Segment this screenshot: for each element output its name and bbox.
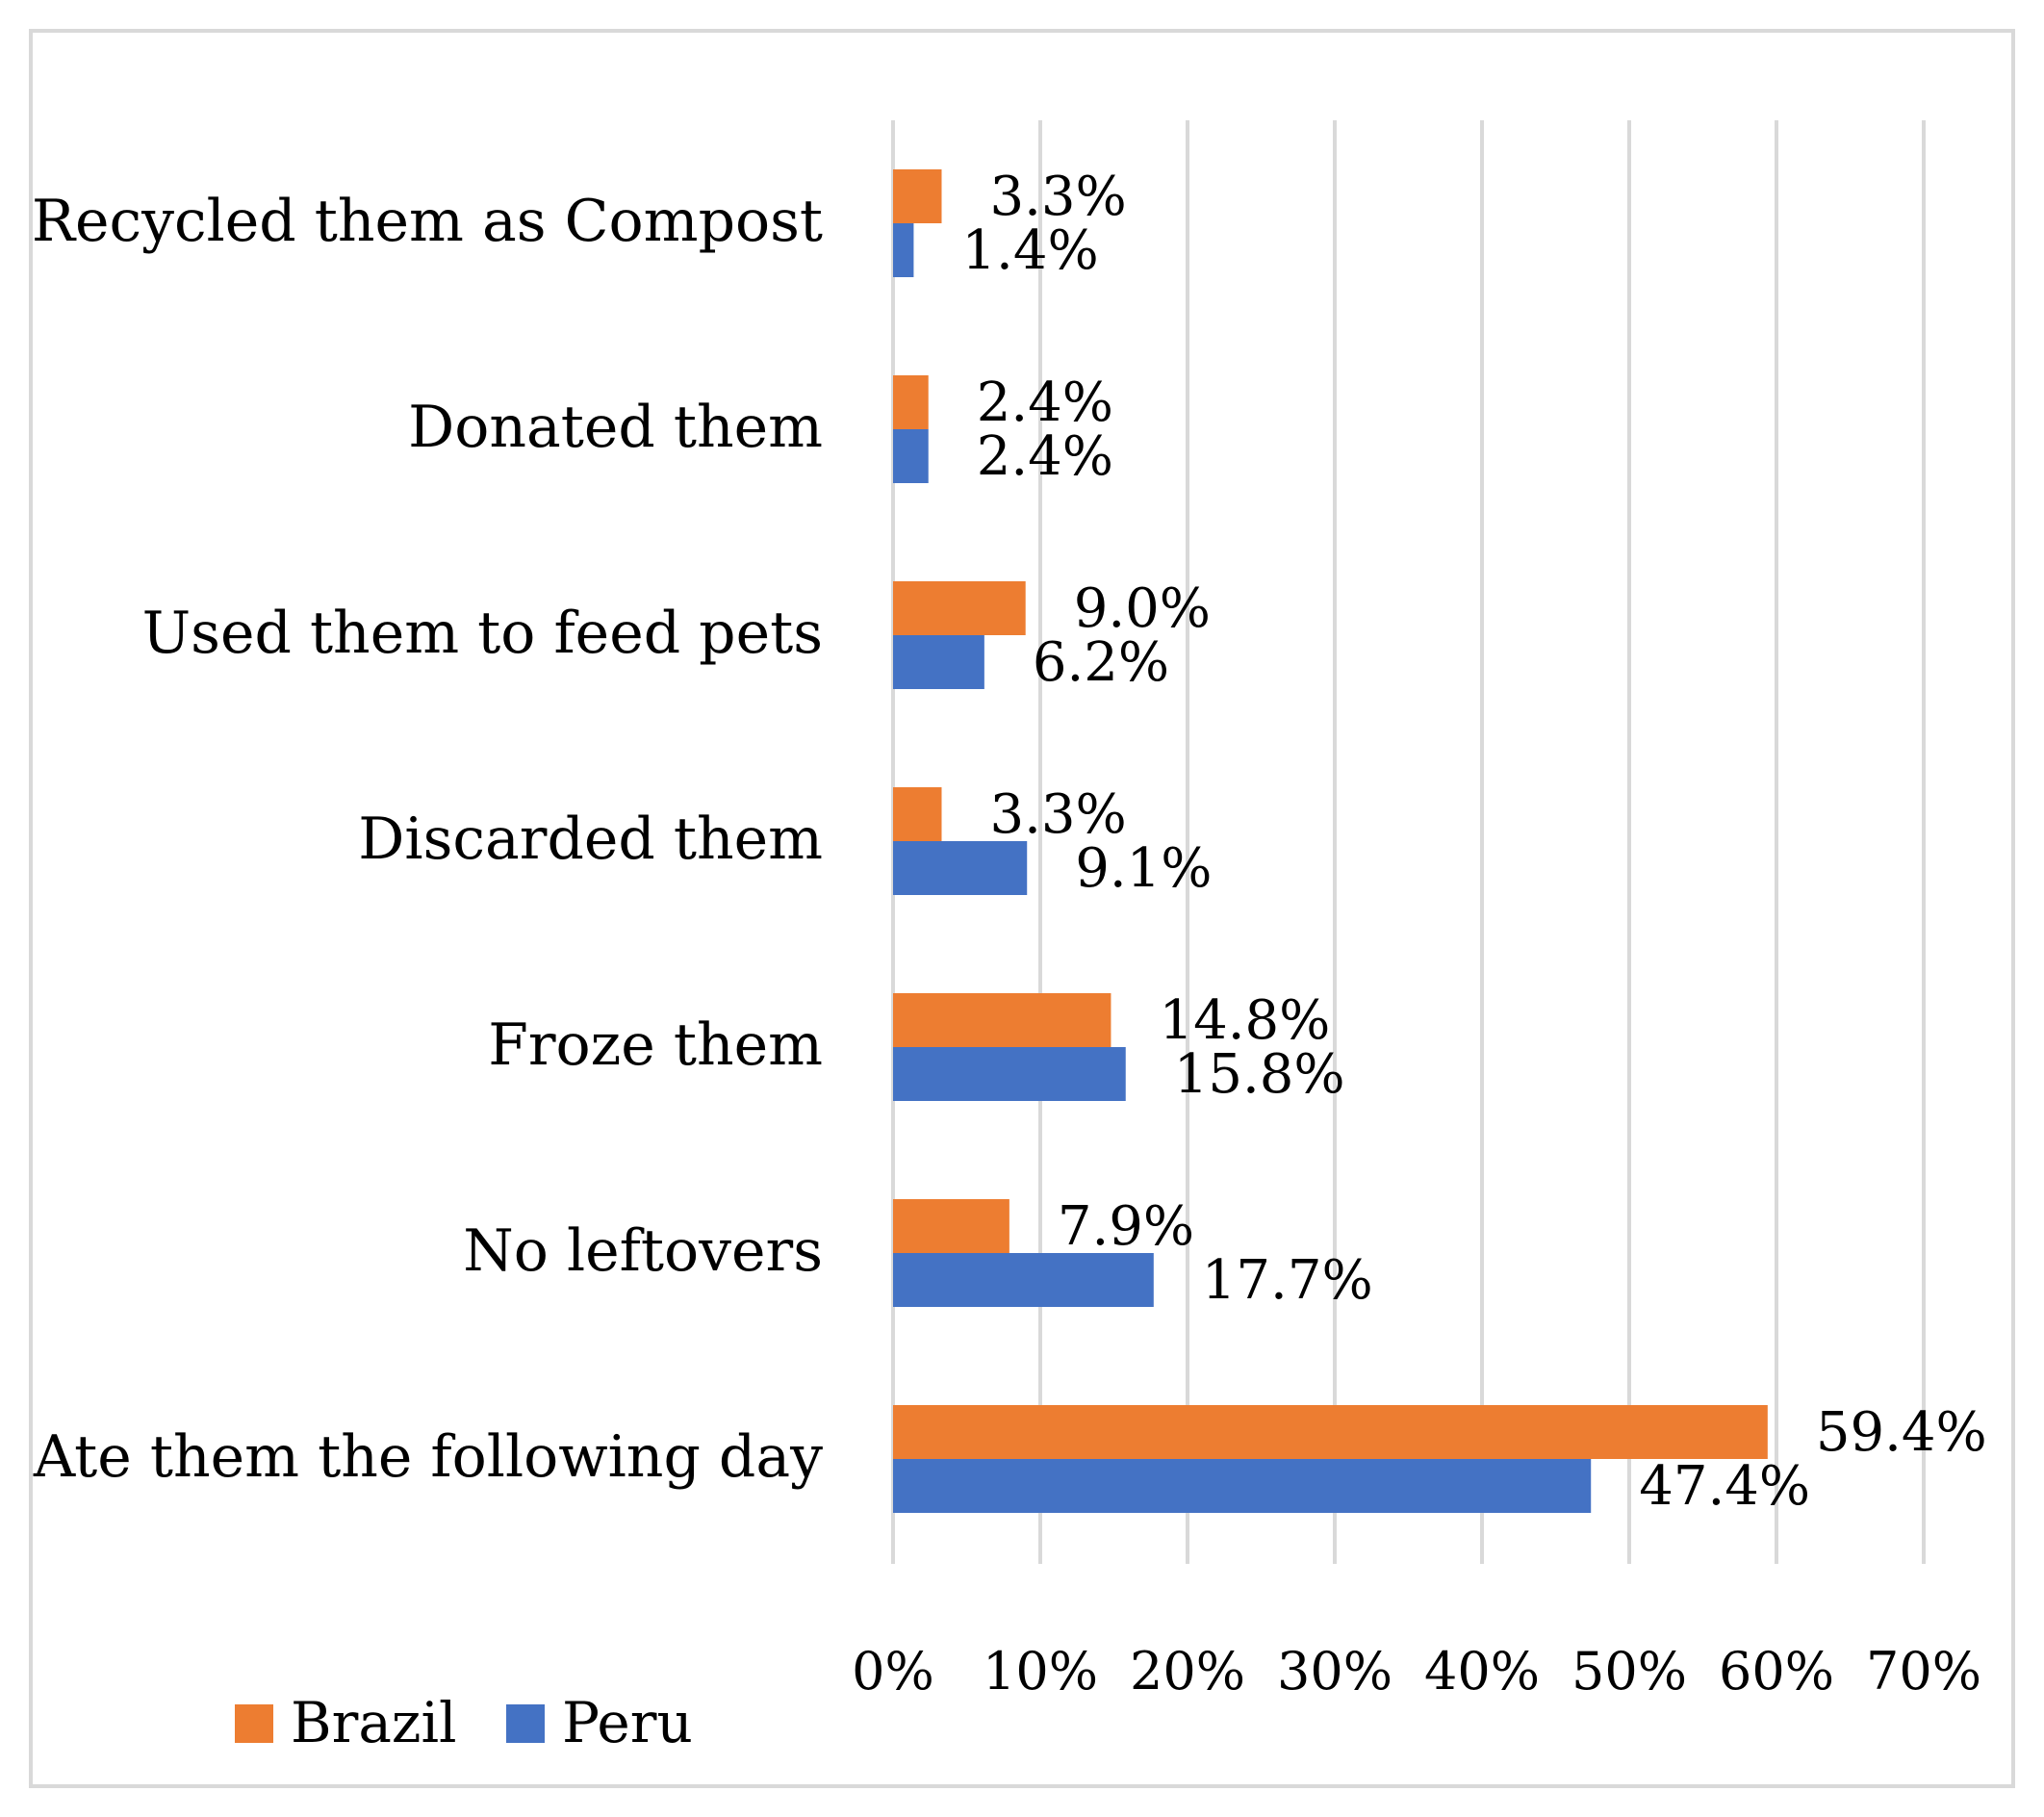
x-tick-label-70: 70% <box>1866 1641 1981 1702</box>
bar-peru <box>893 841 1028 895</box>
x-tick-label-40: 40% <box>1424 1641 1540 1702</box>
bar-peru <box>893 1253 1154 1307</box>
data-label-peru: 15.8% <box>1174 1043 1345 1106</box>
bar-brazil <box>893 1405 1768 1459</box>
bar-brazil <box>893 787 942 841</box>
data-label-brazil: 59.4% <box>1816 1401 1987 1464</box>
data-label-peru: 9.1% <box>1075 837 1212 900</box>
category-label: Recycled them as Compost <box>32 188 823 255</box>
data-label-peru: 2.4% <box>977 425 1113 488</box>
bars <box>893 169 1768 1513</box>
data-label-brazil: 2.4% <box>977 371 1113 434</box>
data-label-brazil: 3.3% <box>989 166 1126 228</box>
data-label-peru: 47.4% <box>1639 1455 1810 1518</box>
bar-peru <box>893 1047 1126 1101</box>
legend-label-brazil: Brazil <box>291 1690 457 1755</box>
bar-peru <box>893 1459 1592 1513</box>
data-label-peru: 6.2% <box>1033 631 1169 694</box>
gridlines <box>891 120 1926 1564</box>
x-tick-label-0: 0% <box>852 1641 934 1702</box>
data-labels: 59.4%47.4%7.9%17.7%14.8%15.8%3.3%9.1%9.0… <box>961 166 1986 1518</box>
legend-swatch-brazil <box>235 1704 273 1743</box>
bar-brazil <box>893 1199 1009 1253</box>
legend-label-peru: Peru <box>562 1690 693 1755</box>
x-tick-labels: 0% 10% 20% 30% 40% 50% 60% 70% <box>852 1641 1981 1702</box>
bar-peru <box>893 429 929 483</box>
x-tick-label-10: 10% <box>983 1641 1098 1702</box>
bar-brazil <box>893 993 1111 1047</box>
data-label-brazil: 3.3% <box>989 783 1126 846</box>
data-label-brazil: 7.9% <box>1058 1195 1194 1258</box>
category-label: Discarded them <box>358 806 823 873</box>
data-label-brazil: 14.8% <box>1159 989 1330 1052</box>
data-label-peru: 17.7% <box>1202 1249 1373 1312</box>
legend-swatch-peru <box>506 1704 545 1743</box>
x-tick-label-30: 30% <box>1277 1641 1392 1702</box>
data-label-brazil: 9.0% <box>1074 577 1211 640</box>
category-label: Used them to feed pets <box>142 600 823 667</box>
bar-brazil <box>893 169 942 223</box>
x-tick-label-60: 60% <box>1719 1641 1834 1702</box>
legend: Brazil Peru <box>235 1690 693 1755</box>
category-labels: Ate them the following day No leftovers Fr… <box>32 188 823 1491</box>
bar-peru <box>893 635 984 689</box>
bar-brazil <box>893 581 1026 635</box>
x-tick-label-50: 50% <box>1571 1641 1687 1702</box>
bar-brazil <box>893 375 929 429</box>
x-tick-label-20: 20% <box>1130 1641 1245 1702</box>
data-label-peru: 1.4% <box>961 219 1098 282</box>
category-label: No leftovers <box>463 1217 823 1285</box>
bar-peru <box>893 223 914 277</box>
category-label: Froze them <box>488 1011 823 1079</box>
category-label: Donated them <box>408 394 823 461</box>
category-label: Ate them the following day <box>33 1423 823 1491</box>
